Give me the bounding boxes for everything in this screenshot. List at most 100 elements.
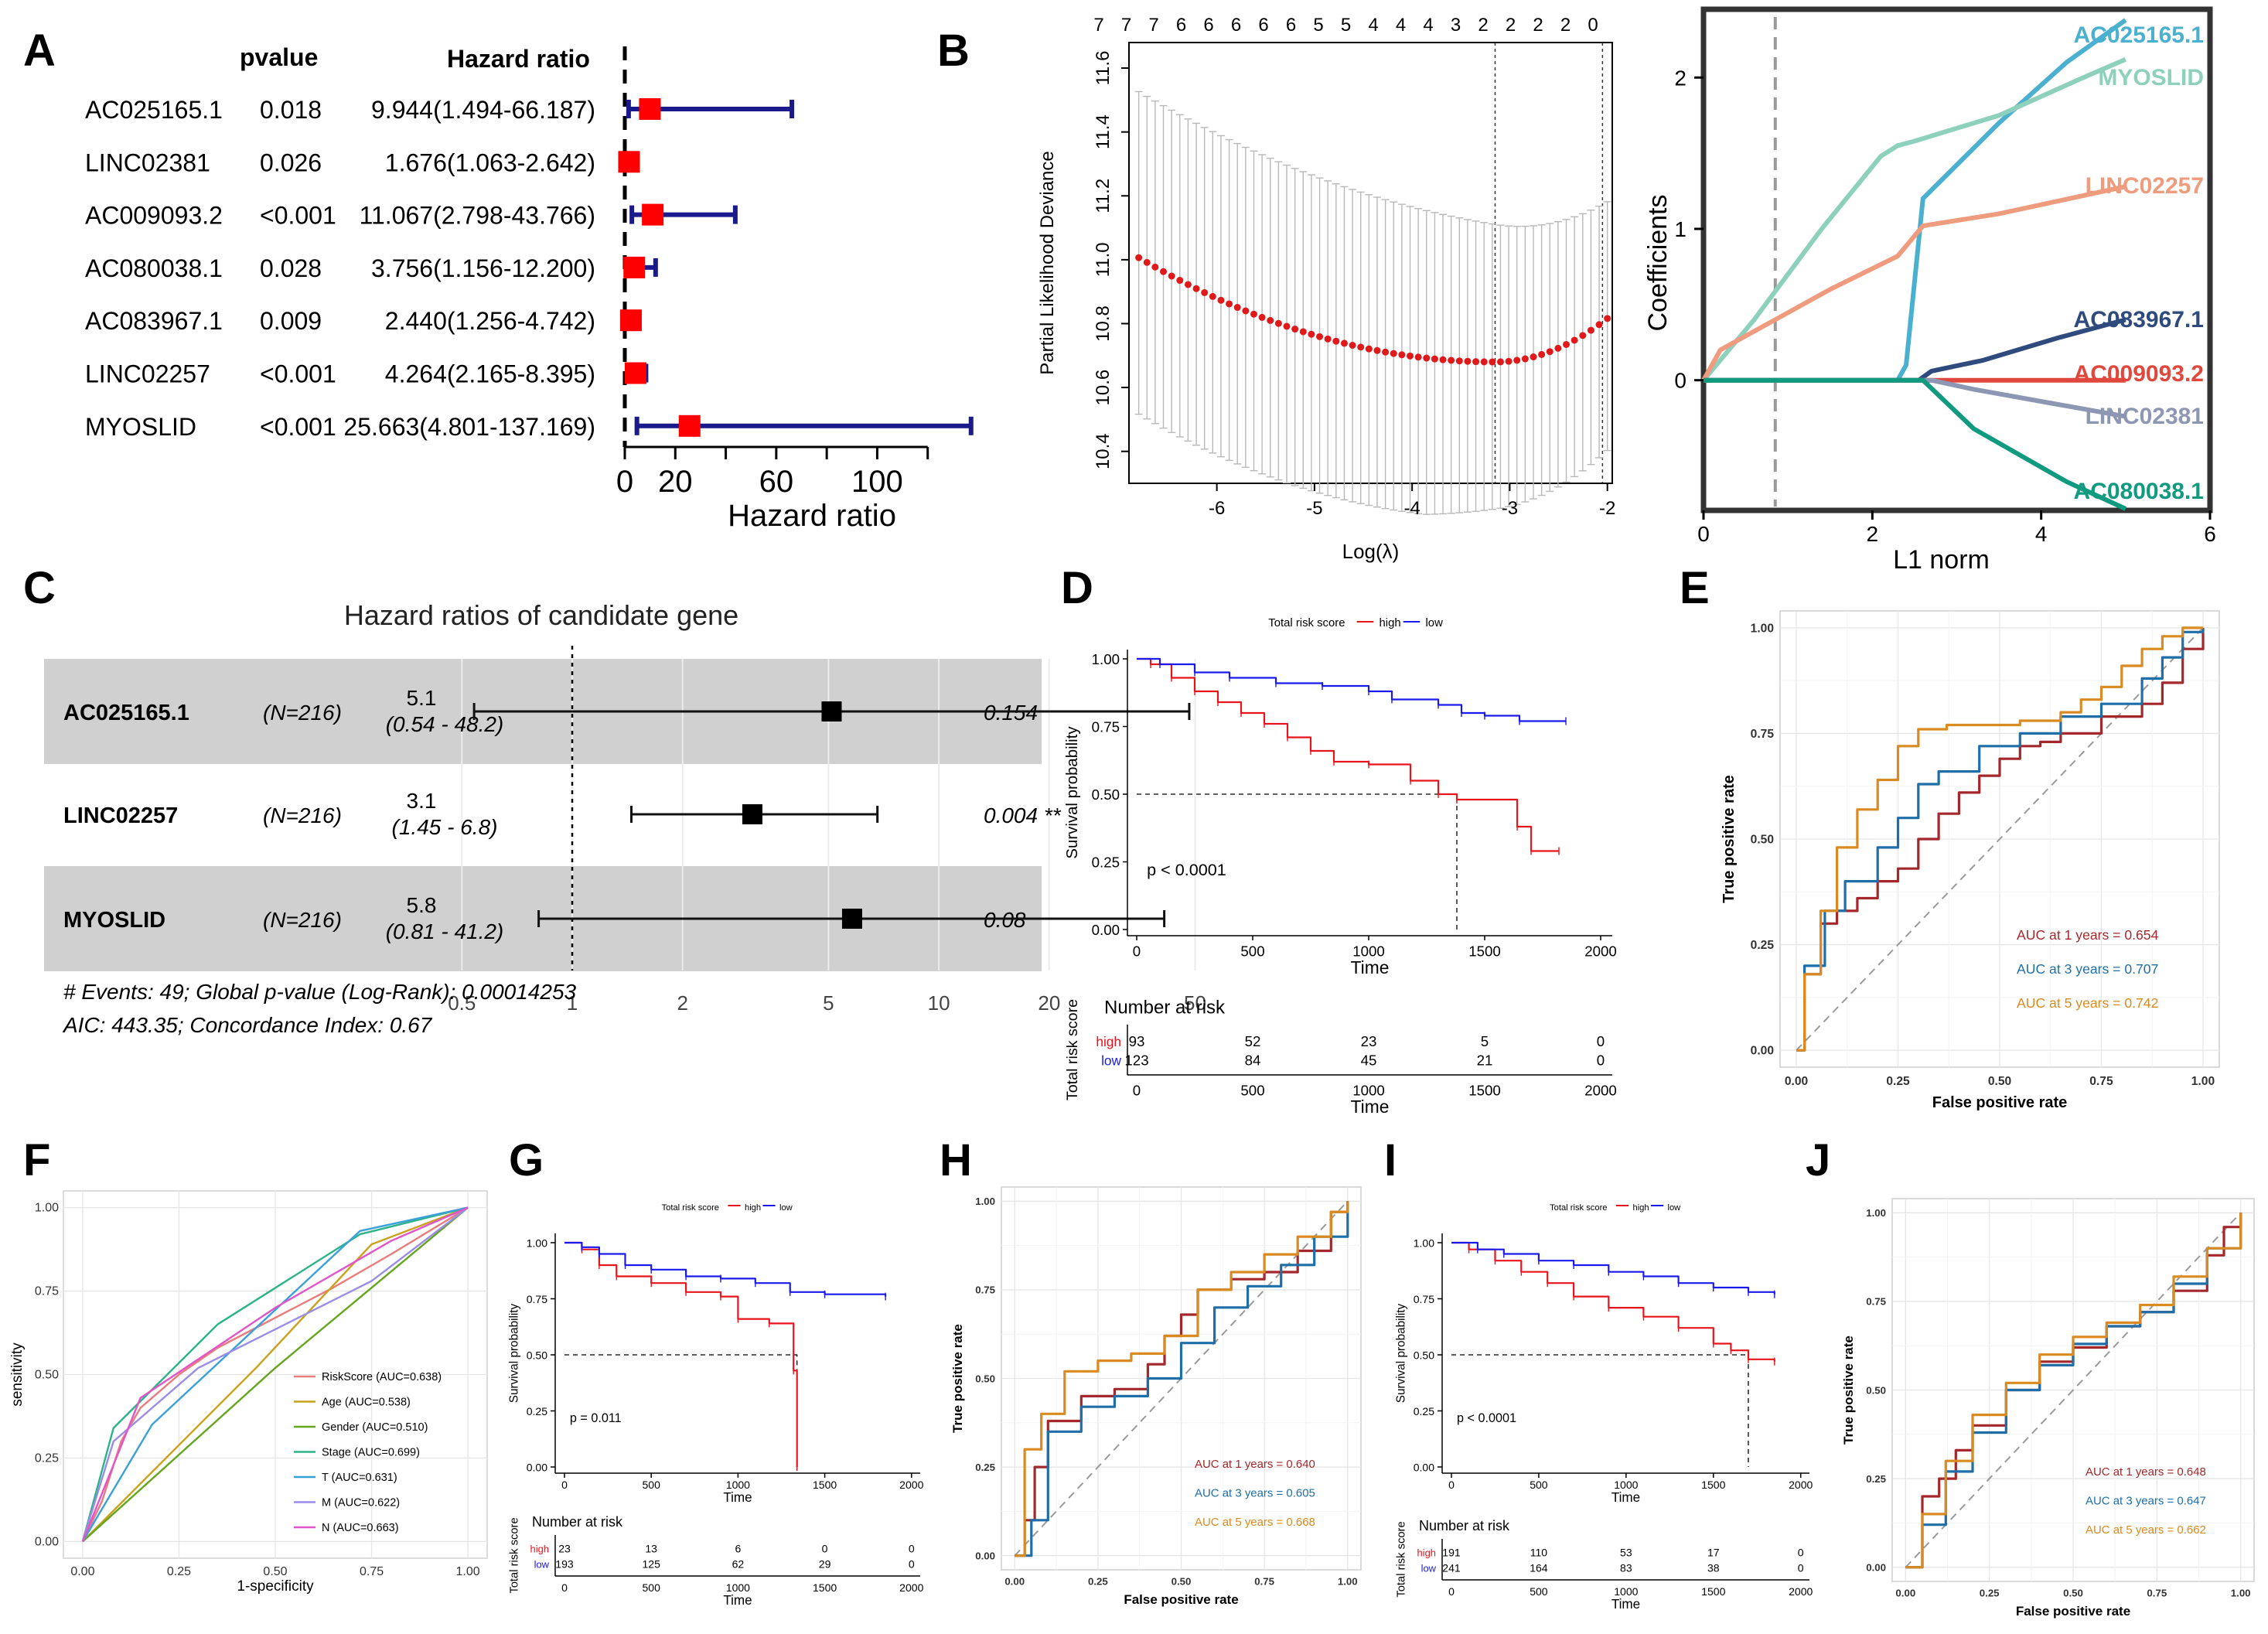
y-tick-label: 0.00 [35,1535,59,1548]
risk-x-axis-title: Time [1611,1597,1640,1612]
x-tick-label: 1500 [813,1479,837,1491]
roc-curve [1015,1201,1349,1557]
n-label: (N=216) [263,908,342,932]
y-axis-title: Survival probability [1394,1303,1407,1403]
y-tick-label: 11.0 [1093,242,1114,277]
y-axis-title: True positive rate [1841,1336,1856,1445]
hazard-ratio-value: 2.440(1.256-4.742) [385,307,595,335]
x-tick-label: 0 [616,465,633,499]
risk-x-tick-label: 1000 [1352,1082,1385,1098]
y-tick-label: 0.25 [1414,1405,1435,1417]
risk-count: 93 [1129,1033,1145,1049]
y-tick-label: 2 [1674,66,1687,90]
y-tick-label: 0.50 [975,1373,995,1384]
y-tick-label: 0.00 [1866,1561,1886,1573]
coef-path [1701,184,2126,382]
risk-count: 83 [1620,1562,1632,1574]
x-tick-label: 60 [759,465,794,499]
x-tick-label: 1.00 [2191,1075,2215,1088]
x-tick-label: 1500 [1468,943,1501,959]
pvalue-value: 0.004 ** [984,803,1062,827]
x-tick-label: 0.00 [1895,1588,1915,1599]
panel-label-i: I [1384,1135,1397,1185]
panel-b-cv-deviance: 7 7 7 6 6 6 6 6 5 5 4 4 4 3 2 2 2 2 0-6 -5 -4 -3 -210.410.610.… [1037,15,1615,563]
deviance-point [1332,337,1340,345]
roc-curve [81,1206,469,1543]
top-count-label: 6 [1231,15,1241,36]
pvalue-value: <0.001 [260,360,336,388]
risk-x-axis-title: Time [723,1593,752,1608]
x-axis-title: Log(λ) [1342,540,1400,563]
x-tick-label: 0.75 [2147,1588,2167,1599]
auc-label: AUC at 3 years = 0.605 [1195,1486,1315,1499]
y-tick-label: 0.50 [35,1369,59,1382]
risk-count: 21 [1477,1052,1493,1069]
footer-aic: AIC: 443.35; Concordance Index: 0.67 [62,1013,433,1037]
deviance-point [1398,351,1406,359]
deviance-point [1546,348,1553,356]
panel-a-forest-plot: pvalue Hazard ratio AC025165.1 0.018 9.944(1… [85,43,974,533]
auc-label: AUC at 1 years = 0.648 [2086,1465,2206,1479]
hazard-ratio-header: Hazard ratio [447,45,590,73]
panel-label-a: A [23,26,56,76]
gene-label: LINC02257 [63,803,178,828]
gene-label: AC025165.1 [85,96,223,124]
panel-label-b: B [937,26,970,76]
deviance-point [1258,313,1266,321]
roc-curve [1796,627,2205,1052]
pvalue-value: 0.028 [260,254,322,282]
y-tick-label: 0.25 [1751,939,1775,952]
risk-x-tick-label: 1500 [1468,1082,1501,1098]
deviance-point [1250,310,1257,318]
gene-label: LINC02381 [85,148,210,176]
gene-label: LINC02257 [85,360,210,388]
risk-count: 6 [735,1542,741,1554]
x-tick-label: 0.25 [1886,1075,1910,1088]
top-count-label: 2 [1506,15,1516,36]
series-label: AC009093.2 [2074,361,2204,387]
risk-row-label: low [1101,1053,1121,1069]
deviance-point [1521,355,1529,363]
top-count-label: 6 [1286,15,1296,36]
risk-count: 17 [1707,1546,1720,1558]
risk-x-tick-label: 2000 [899,1581,923,1594]
risk-count: 5 [1481,1033,1489,1049]
hazard-ratio-value: 9.944(1.494-66.187) [371,96,595,124]
legend-label: T (AUC=0.631) [322,1472,397,1484]
x-axis-title: L1 norm [1893,545,1990,575]
x-tick-label: 1000 [726,1479,750,1491]
roc-curve [1796,626,2203,1052]
risk-count: 123 [1124,1052,1148,1069]
gene-label: MYOSLID [63,908,165,933]
diagonal-reference [1796,627,2204,1051]
x-tick-label: 0.25 [1980,1588,2000,1599]
panel-labels: A B C D E F G H I J [23,26,1830,1185]
series-label: AC080038.1 [2074,479,2204,504]
y-tick-label: 0.75 [975,1284,995,1296]
pvalue-value: 0.009 [260,307,322,335]
y-tick-label: 1.00 [1751,622,1775,635]
hazard-ratio-value: 3.1 [407,789,437,813]
x-tick-label: 2000 [1789,1479,1813,1491]
deviance-point [1340,339,1348,347]
x-tick-label: 0.75 [2089,1075,2113,1088]
hazard-ratio-value: 25.663(4.801-137.169) [343,413,595,441]
x-tick-label: 2 [1867,522,1879,546]
gene-label: MYOSLID [85,413,196,441]
x-tick-label: 1 [567,991,578,1015]
series-label: AC025165.1 [2074,22,2204,48]
x-tick-label: 10 [928,991,950,1015]
risk-count: 0 [1798,1546,1804,1558]
deviance-point [1151,263,1159,271]
risk-count: 23 [1361,1033,1377,1049]
coef-path [1704,377,2127,511]
top-count-label: 4 [1396,15,1406,36]
y-axis-title: Survival probability [1064,726,1081,859]
legend-label-high: high [1633,1203,1649,1213]
risk-row-label: low [534,1559,550,1571]
y-tick-label: 0.50 [527,1349,548,1361]
panel-e-roc-plot: 0.00 0.00 0.25 0.25 0.50 0.50 0.75 0.75 1.00 1.00… [1721,610,2220,1111]
risk-count: 0 [822,1542,828,1554]
x-tick-label: 2000 [1584,943,1617,959]
x-tick-label: 1000 [1614,1479,1638,1491]
